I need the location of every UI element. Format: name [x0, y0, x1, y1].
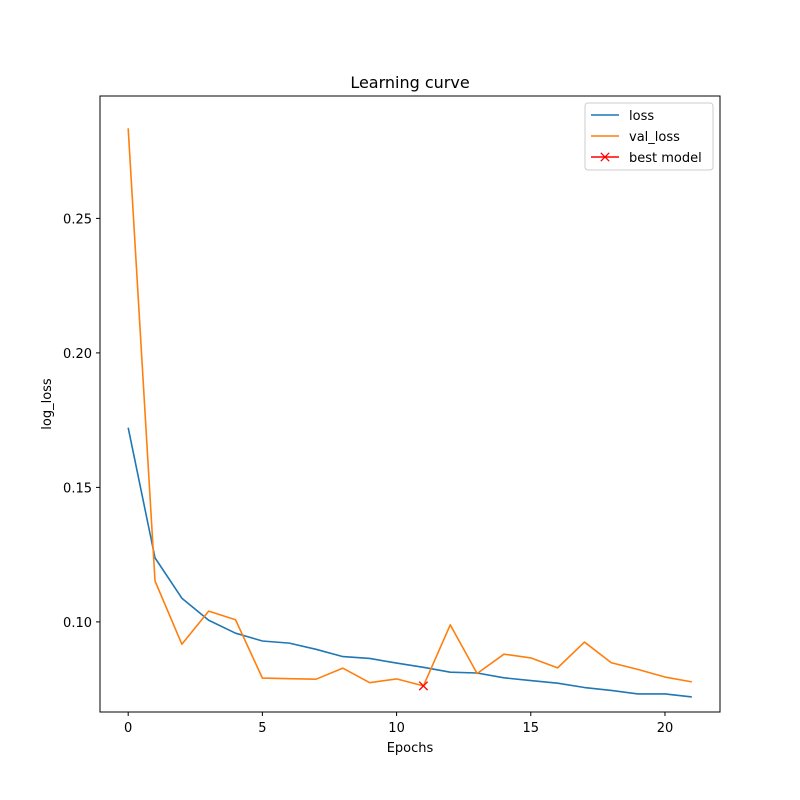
x-tick-label: 5 — [258, 721, 266, 736]
y-tick-label: 0.15 — [63, 481, 92, 496]
plot-area: 0 5 10 15 20 0.10 0.15 0.20 0.25 loss val_lossbest… — [63, 95, 721, 736]
legend-label-best-model: best model — [629, 151, 702, 166]
legend-marker-icon — [600, 152, 610, 162]
x-tick-label: 20 — [657, 721, 674, 736]
axes-frame — [99, 95, 721, 713]
x-tick-label: 10 — [388, 721, 405, 736]
chart-title: Learning curve — [350, 73, 469, 92]
series-line-val-loss — [127, 128, 692, 687]
y-axis-label: log_loss — [40, 378, 55, 430]
y-tick-label: 0.25 — [63, 212, 92, 227]
best-model-marker — [418, 681, 429, 691]
x-tick-label: 0 — [124, 721, 132, 736]
x-tick-label: 15 — [523, 721, 540, 736]
series-line-loss — [127, 427, 692, 698]
legend-label-loss: loss — [629, 109, 654, 124]
y-tick-label: 0.20 — [63, 347, 92, 362]
legend-box — [584, 102, 714, 171]
x-axis-label: Epochs — [387, 741, 434, 756]
legend-label-val-loss: val_loss — [629, 130, 680, 145]
y-tick-label: 0.10 — [63, 616, 92, 631]
